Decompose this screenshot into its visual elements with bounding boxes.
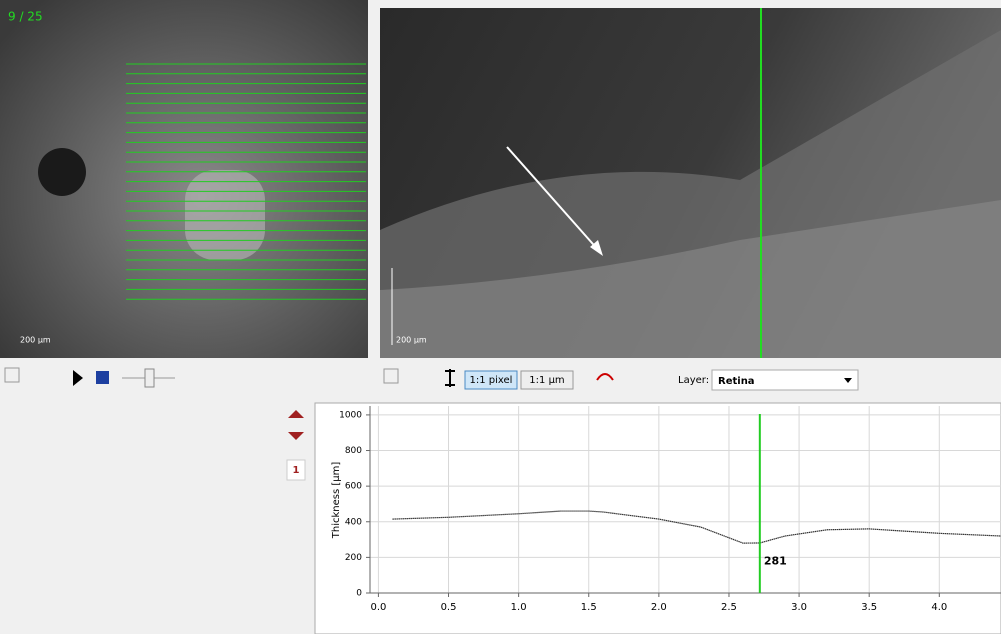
app-window: 9 / 25 200 µm 200 µm 1:1 pixel 1:1 µm La… bbox=[0, 0, 1001, 634]
x-tick-label: 1.5 bbox=[581, 602, 597, 613]
save-button[interactable] bbox=[96, 371, 109, 384]
button-label: 1:1 µm bbox=[529, 375, 564, 386]
y-tick-label: 200 bbox=[345, 553, 362, 563]
slider-thumb[interactable] bbox=[145, 369, 154, 387]
x-tick-label: 0.0 bbox=[370, 602, 386, 613]
optic-disc bbox=[38, 148, 86, 196]
side-panel bbox=[8, 402, 310, 634]
x-tick-label: 3.0 bbox=[791, 602, 807, 613]
scale-label: 200 µm bbox=[20, 336, 51, 345]
x-tick-label: 2.0 bbox=[651, 602, 667, 613]
lesion bbox=[185, 170, 265, 260]
x-tick-label: 1.0 bbox=[511, 602, 527, 613]
y-tick-label: 1000 bbox=[339, 410, 362, 420]
scan-counter: 9 / 25 bbox=[8, 10, 43, 24]
button-label: 1:1 pixel bbox=[470, 375, 513, 386]
y-tick-label: 400 bbox=[345, 517, 362, 527]
layer-label: Layer: bbox=[678, 375, 709, 386]
y-tick-label: 600 bbox=[345, 482, 362, 492]
y-tick-label: 800 bbox=[345, 446, 362, 456]
page-index: 1 bbox=[293, 465, 300, 476]
x-tick-label: 2.5 bbox=[721, 602, 737, 613]
marker-value: 281 bbox=[764, 555, 787, 568]
x-tick-label: 0.5 bbox=[441, 602, 457, 613]
layer-value: Retina bbox=[718, 376, 755, 387]
scale-label: 200 µm bbox=[396, 336, 427, 345]
x-tick-label: 3.5 bbox=[861, 602, 877, 613]
y-tick-label: 0 bbox=[356, 589, 362, 599]
y-axis-label: Thickness [µm] bbox=[331, 462, 342, 540]
x-tick-label: 4.0 bbox=[931, 602, 947, 613]
